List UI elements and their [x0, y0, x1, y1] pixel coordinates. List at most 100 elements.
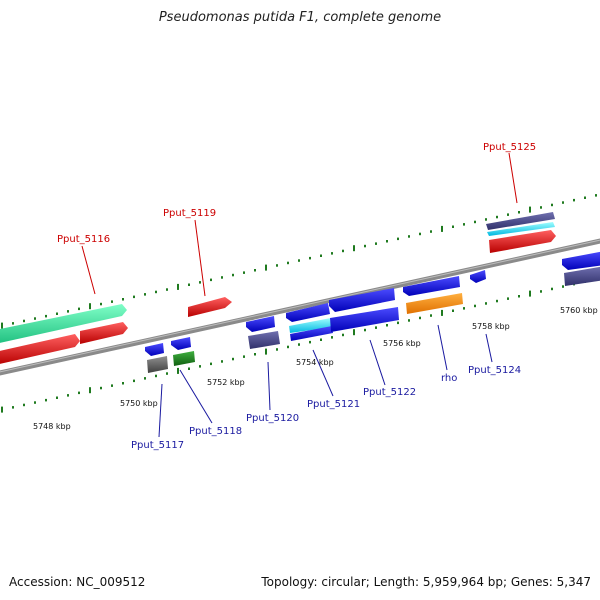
minor-tick	[485, 302, 487, 305]
minor-tick	[254, 353, 256, 356]
minor-tick	[232, 273, 234, 277]
minor-tick	[287, 345, 289, 349]
gene-label[interactable]: Pput_5118	[189, 426, 242, 437]
gene-label[interactable]: Pput_5122	[363, 387, 416, 398]
top-label-leaders	[81, 152, 518, 297]
minor-tick	[474, 220, 476, 224]
minor-tick	[78, 391, 80, 395]
minor-tick	[452, 225, 454, 228]
gene-feature[interactable]	[145, 343, 164, 356]
gene-feature[interactable]	[147, 356, 168, 373]
minor-tick	[584, 196, 586, 199]
gene-label[interactable]: Pput_5116	[57, 234, 110, 245]
minor-tick	[595, 194, 597, 197]
major-tick	[177, 367, 179, 374]
gene-feature[interactable]	[173, 351, 195, 366]
minor-tick	[23, 319, 25, 323]
forward-strand-genes	[0, 212, 556, 365]
minor-tick	[287, 261, 289, 265]
major-tick	[353, 245, 355, 252]
minor-tick	[430, 230, 432, 233]
minor-tick	[309, 340, 311, 344]
gene-feature[interactable]	[406, 293, 463, 314]
minor-tick	[452, 309, 454, 312]
major-tick	[441, 225, 443, 232]
minor-tick	[364, 244, 366, 248]
minor-tick	[298, 259, 300, 262]
major-tick	[89, 387, 91, 394]
minor-tick	[56, 312, 58, 315]
tick-label: 5758 kbp	[472, 322, 510, 331]
lower-tick-track	[1, 278, 597, 413]
minor-tick	[375, 242, 377, 245]
minor-tick	[199, 281, 201, 284]
gene-label[interactable]: Pput_5119	[163, 208, 216, 219]
minor-tick	[78, 307, 80, 311]
gene-feature[interactable]	[0, 334, 80, 365]
minor-tick	[485, 218, 487, 221]
gene-feature[interactable]	[330, 307, 399, 332]
minor-tick	[166, 288, 168, 291]
gene-label[interactable]: Pput_5120	[246, 413, 299, 424]
gene-feature[interactable]	[489, 230, 556, 253]
tick-label: 5750 kbp	[120, 399, 158, 408]
minor-tick	[562, 285, 564, 288]
minor-tick	[111, 300, 113, 303]
gene-feature[interactable]	[80, 322, 128, 344]
minor-tick	[430, 314, 432, 317]
minor-tick	[243, 355, 245, 358]
minor-tick	[276, 348, 278, 351]
minor-tick	[221, 276, 223, 279]
minor-tick	[364, 328, 366, 332]
minor-tick	[463, 223, 465, 226]
gene-feature[interactable]	[403, 276, 460, 296]
gene-feature[interactable]	[290, 326, 333, 341]
gene-feature[interactable]	[486, 212, 555, 230]
minor-tick	[243, 271, 245, 274]
gene-label[interactable]: Pput_5117	[131, 440, 184, 451]
minor-tick	[155, 290, 157, 294]
major-tick	[89, 303, 91, 310]
minor-tick	[144, 293, 146, 296]
gene-label[interactable]: rho	[441, 373, 457, 384]
gene-feature[interactable]	[188, 297, 232, 317]
minor-tick	[408, 319, 410, 322]
minor-tick	[166, 372, 168, 375]
minor-tick	[133, 379, 135, 383]
minor-tick	[331, 252, 333, 255]
gene-label[interactable]: Pput_5121	[307, 399, 360, 410]
gene-feature[interactable]	[0, 304, 127, 344]
major-tick	[177, 283, 179, 290]
gene-feature[interactable]	[171, 337, 191, 350]
major-tick	[1, 322, 3, 329]
gene-feature[interactable]	[246, 316, 275, 332]
major-tick	[529, 206, 531, 213]
minor-tick	[518, 295, 520, 298]
gene-feature[interactable]	[564, 266, 600, 286]
gene-feature[interactable]	[289, 318, 333, 333]
minor-tick	[155, 374, 157, 378]
gene-feature[interactable]	[248, 331, 280, 349]
minor-tick	[67, 310, 69, 313]
tick-label: 5756 kbp	[383, 339, 421, 348]
gene-feature[interactable]	[487, 222, 555, 236]
minor-tick	[496, 215, 498, 219]
minor-tick	[540, 206, 542, 209]
gene-feature[interactable]	[562, 251, 600, 270]
minor-tick	[507, 297, 509, 300]
gene-label[interactable]: Pput_5125	[483, 142, 536, 153]
minor-tick	[45, 314, 47, 318]
minor-tick	[12, 322, 14, 325]
gene-feature[interactable]	[329, 288, 395, 312]
minor-tick	[386, 240, 388, 243]
gene-label[interactable]: Pput_5124	[468, 365, 521, 376]
gene-feature[interactable]	[470, 270, 486, 283]
minor-tick	[507, 213, 509, 216]
minor-tick	[463, 307, 465, 310]
genome-backbone	[0, 238, 600, 376]
gene-feature[interactable]	[286, 303, 330, 322]
minor-tick	[551, 203, 553, 207]
minor-tick	[496, 299, 498, 303]
